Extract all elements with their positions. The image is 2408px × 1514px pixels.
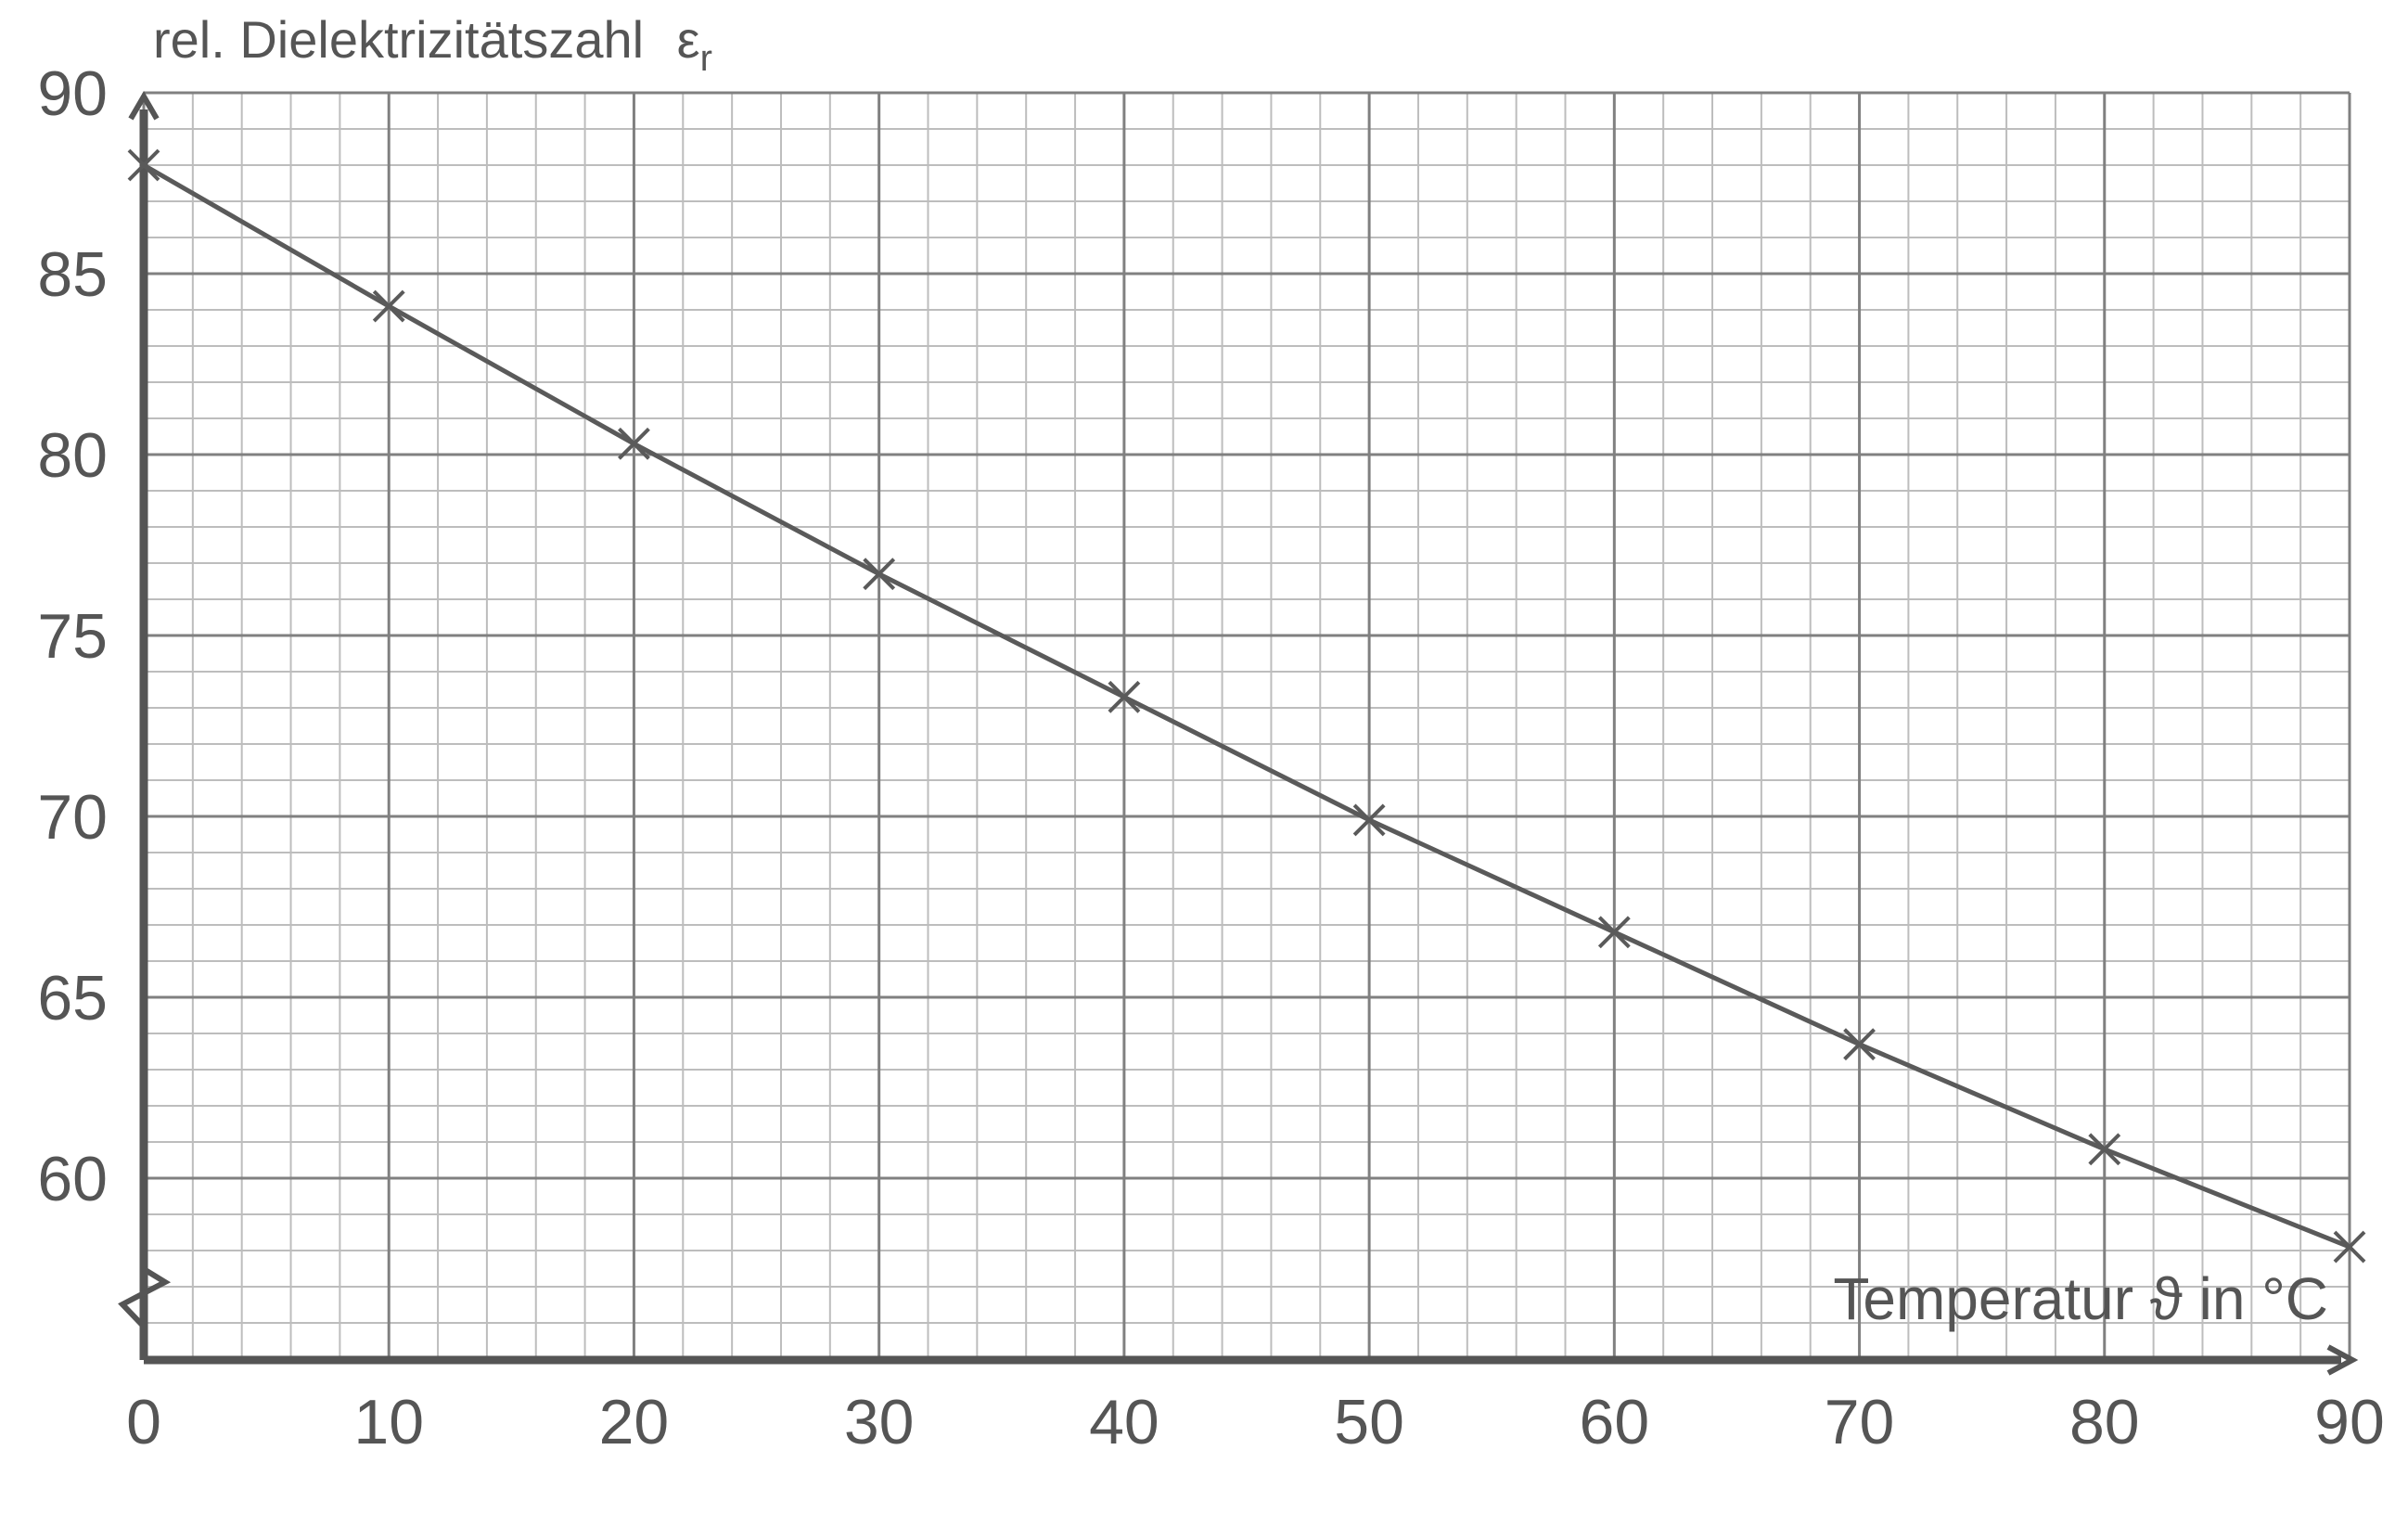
x-tick-label: 90 <box>2314 1387 2385 1457</box>
data-point <box>863 558 896 591</box>
y-tick-label: 65 <box>37 963 108 1033</box>
y-tick-label: 90 <box>37 58 108 129</box>
x-axis-title: Temperatur ϑ in °C <box>1833 1265 2328 1332</box>
x-axis-unit-prefix: in <box>2199 1265 2246 1332</box>
series-line <box>142 162 2350 1250</box>
y-tick-label: 60 <box>37 1144 108 1214</box>
x-axis-arrowhead <box>2326 1344 2359 1376</box>
data-point <box>1597 916 1631 949</box>
y-axis-symbol-subscript: r <box>700 38 712 79</box>
x-tick-label: 80 <box>2069 1387 2140 1457</box>
y-tick-label: 75 <box>37 601 108 672</box>
data-point <box>618 427 650 460</box>
data-point <box>1843 1028 1876 1061</box>
x-tick-label: 0 <box>126 1387 161 1457</box>
x-tick-label: 50 <box>1334 1387 1404 1457</box>
y-tick-label: 80 <box>37 420 108 491</box>
x-axis-symbol: ϑ <box>2150 1265 2183 1332</box>
x-tick-label: 60 <box>1580 1387 1650 1457</box>
x-tick-label: 20 <box>599 1387 670 1457</box>
x-tick-label: 70 <box>1825 1387 1895 1457</box>
axes <box>118 91 2359 1376</box>
x-tick-label: 40 <box>1089 1387 1159 1457</box>
data-point <box>2088 1133 2121 1166</box>
x-axis-label: Temperatur <box>1833 1265 2133 1332</box>
data-point <box>127 148 160 182</box>
major-grid <box>142 91 2351 1360</box>
data-point <box>2333 1230 2366 1264</box>
y-tick-label: 70 <box>37 782 108 853</box>
data-series <box>127 148 2366 1264</box>
y-axis-label: rel. Dielektrizitätszahl <box>153 10 644 69</box>
y-axis-arrowhead <box>128 91 160 121</box>
tick-labels: 0 10 20 30 40 50 60 70 80 90 60 65 70 75 80 85 90 <box>37 58 2384 1457</box>
data-point <box>1108 680 1141 713</box>
y-axis-break-icon <box>118 1266 172 1329</box>
y-tick-label: 85 <box>37 239 108 310</box>
x-tick-label: 10 <box>353 1387 424 1457</box>
x-axis-unit: °C <box>2261 1265 2328 1332</box>
data-point <box>1352 803 1386 837</box>
minor-grid <box>144 93 2350 1360</box>
x-tick-label: 30 <box>844 1387 915 1457</box>
y-axis-title: rel. Dielektrizitätszahl εr <box>153 10 712 79</box>
y-axis-symbol: ε <box>677 10 700 69</box>
data-point <box>372 289 405 323</box>
